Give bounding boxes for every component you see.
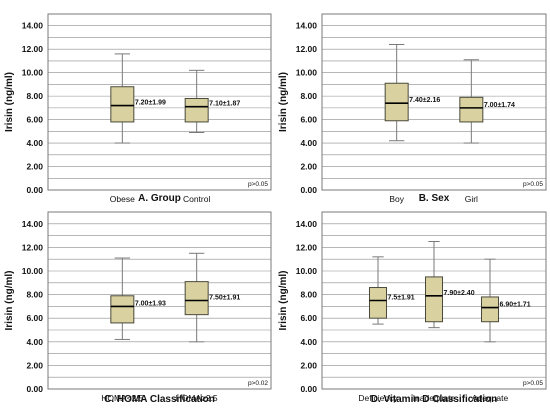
box-iqr [110,86,135,123]
box-iqr [425,276,443,323]
panel-3: 0.00 2.00 4.00 6.00 8.00 10.00 12.00 14.00 Irisi… [4,211,272,405]
y-tick-label: 0.00 [26,384,43,394]
y-tick-label: 8.00 [26,290,43,300]
x-category-label: Deficiency [358,393,398,403]
y-tick-label: 10.00 [296,266,318,276]
panel-caption: A. Group [138,193,181,204]
p-value-label: p>0.05 [523,380,543,387]
plot-frame [321,13,547,191]
y-tick-label: 4.00 [26,138,43,148]
y-tick-label: 8.00 [300,290,317,300]
y-axis-label: Irisin (ng/ml) [4,271,15,331]
x-category-label: HOMA<2.5 [101,393,144,403]
box-value-label: 7.40±2.16 [409,97,440,104]
x-category-label: Girl [465,194,478,204]
y-tick-label: 8.00 [26,91,43,101]
panel-caption: D. Vitamin D Classification [371,394,498,405]
y-tick-label: 6.00 [26,313,43,323]
y-tick-label: 12.00 [296,242,318,252]
box-iqr [184,97,209,123]
y-tick-label: 14.00 [22,219,44,229]
y-tick-label: 2.00 [26,162,43,172]
panel-caption: C. HOMA Classification [104,394,215,405]
box-iqr [481,296,499,323]
y-tick-label: 12.00 [22,44,44,54]
box-value-label: 6.90±1.71 [500,302,531,309]
panel-1: 0.00 2.00 4.00 6.00 8.00 10.00 12.00 14.00 Irisi… [4,13,272,204]
y-axis-label: Irisin (ng/ml) [278,271,289,331]
box-iqr [369,287,387,319]
y-tick-label: 14.00 [22,21,44,31]
panel-4: 0.00 2.00 4.00 6.00 8.00 10.00 12.00 14.00 Irisi… [278,211,547,405]
p-value-label: p>0.05 [523,181,543,188]
y-tick-label: 4.00 [300,138,317,148]
y-tick-label: 12.00 [22,242,44,252]
y-tick-label: 6.00 [300,115,317,125]
y-tick-label: 6.00 [300,313,317,323]
x-category-label: Control [183,194,211,204]
y-tick-label: 0.00 [26,185,43,195]
x-category-label: Inadequate [413,393,456,403]
box-value-label: 7.10±1.87 [209,101,240,108]
p-value-label: p>0.02 [248,380,268,387]
y-tick-label: 14.00 [296,21,318,31]
y-axis-label: Irisin (ng/ml) [278,72,289,132]
y-tick-label: 10.00 [296,68,318,78]
y-tick-label: 2.00 [300,162,317,172]
y-tick-label: 2.00 [26,360,43,370]
box-value-label: 7.5±1.91 [388,295,415,302]
y-tick-label: 10.00 [22,266,44,276]
box-iqr [459,96,484,123]
box-value-label: 7.00±1.74 [484,102,515,109]
box-value-label: 7.00±1.93 [135,300,166,307]
x-category-label: Boy [389,194,404,204]
box-iqr [184,281,209,316]
y-tick-label: 8.00 [300,91,317,101]
plot-frame [47,13,272,191]
plot-frame [321,211,547,390]
y-tick-label: 10.00 [22,68,44,78]
y-axis-label: Irisin (ng/ml) [4,72,15,132]
y-tick-label: 2.00 [300,360,317,370]
y-tick-label: 4.00 [300,337,317,347]
box-value-label: 7.50±1.91 [209,295,240,302]
y-tick-label: 0.00 [300,384,317,394]
y-tick-label: 12.00 [296,44,318,54]
box-iqr [110,295,135,324]
p-value-label: p>0.05 [248,181,268,188]
x-category-label: Adequate [472,393,509,403]
y-tick-label: 0.00 [300,185,317,195]
box-iqr [384,82,409,122]
box-value-label: 7.90±2.40 [444,290,475,297]
y-tick-label: 4.00 [26,337,43,347]
y-tick-label: 6.00 [26,115,43,125]
x-category-label: Obese [110,194,135,204]
box-value-label: 7.20±1.99 [135,100,166,107]
plot-frame [47,211,272,390]
y-tick-label: 14.00 [296,219,318,229]
panel-caption: B. Sex [419,193,450,204]
x-category-label: HOMA≥2.5 [176,393,218,403]
panel-2: 0.00 2.00 4.00 6.00 8.00 10.00 12.00 14.00 Irisi… [278,13,547,204]
